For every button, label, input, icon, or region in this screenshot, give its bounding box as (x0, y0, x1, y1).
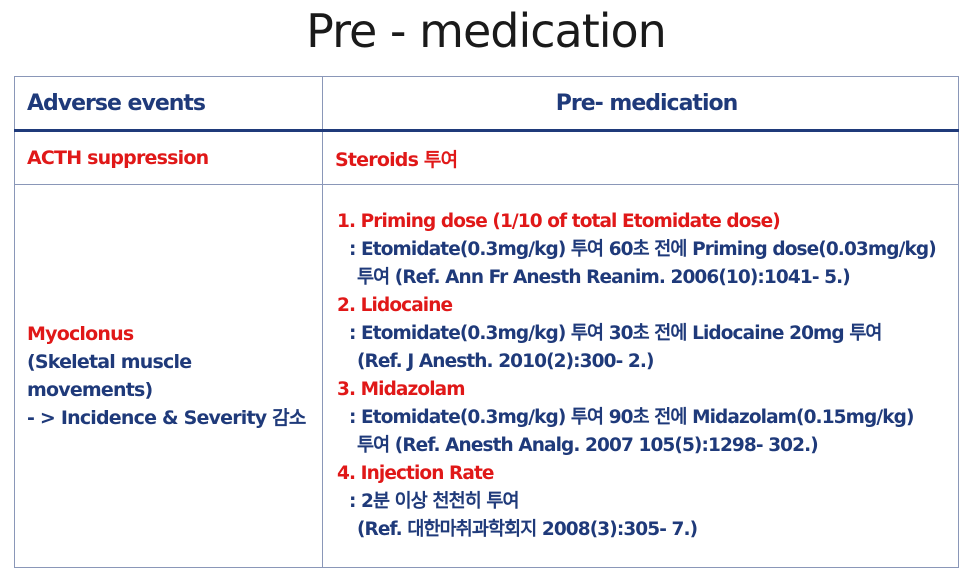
table-row: ACTH suppression Steroids 투여 (14, 130, 959, 185)
item-detail-line: : Etomidate(0.3mg/kg) 투여 30초 전에 Lidocain… (349, 323, 882, 344)
item-reference-line: 투여 (Ref. Anesth Analg. 2007 105(5):1298-… (357, 435, 819, 456)
event-myoclonus-title: Myoclonus (27, 323, 134, 345)
table-row: Myoclonus (Skeletal muscle movements) - … (14, 184, 959, 568)
item-heading: 4. Injection Rate (337, 463, 494, 484)
item-heading: 3. Midazolam (337, 379, 466, 400)
header-pre-medication: Pre- medication (322, 76, 959, 132)
event-myoclonus-detail: (Skeletal muscle movements) (27, 351, 192, 401)
item-reference-line: 투여 (Ref. Ann Fr Anesth Reanim. 2006(10):… (357, 267, 851, 288)
item-detail-line: : Etomidate(0.3mg/kg) 투여 90초 전에 Midazola… (349, 407, 914, 428)
table-header-row: Adverse events Pre- medication (14, 76, 959, 132)
event-myoclonus: Myoclonus (Skeletal muscle movements) - … (27, 320, 322, 432)
medication-steroids: Steroids 투여 (335, 148, 458, 171)
event-cell: Myoclonus (Skeletal muscle movements) - … (14, 184, 323, 568)
item-heading: 1. Priming dose (1/10 of total Etomidate… (337, 211, 781, 232)
item-detail-line: : 2분 이상 천천히 투여 (349, 491, 520, 512)
event-myoclonus-effect: - > Incidence & Severity 감소 (27, 407, 306, 429)
item-reference-line: (Ref. 대한마취과학회지 2008(3):305- 7.) (357, 519, 698, 540)
slide-title: Pre - medication (306, 4, 667, 58)
medication-cell: 1. Priming dose (1/10 of total Etomidate… (322, 184, 959, 568)
header-adverse-events: Adverse events (14, 76, 323, 132)
item-detail-line: : Etomidate(0.3mg/kg) 투여 60초 전에 Priming … (349, 239, 937, 260)
event-cell: ACTH suppression (14, 130, 323, 185)
premedication-table: Adverse events Pre- medication ACTH supp… (14, 76, 959, 568)
medication-list: 1. Priming dose (1/10 of total Etomidate… (335, 208, 958, 544)
medication-cell: Steroids 투여 (322, 130, 959, 185)
item-heading: 2. Lidocaine (337, 295, 453, 316)
event-acth-suppression: ACTH suppression (27, 147, 209, 169)
item-reference-line: (Ref. J Anesth. 2010(2):300- 2.) (357, 351, 654, 372)
